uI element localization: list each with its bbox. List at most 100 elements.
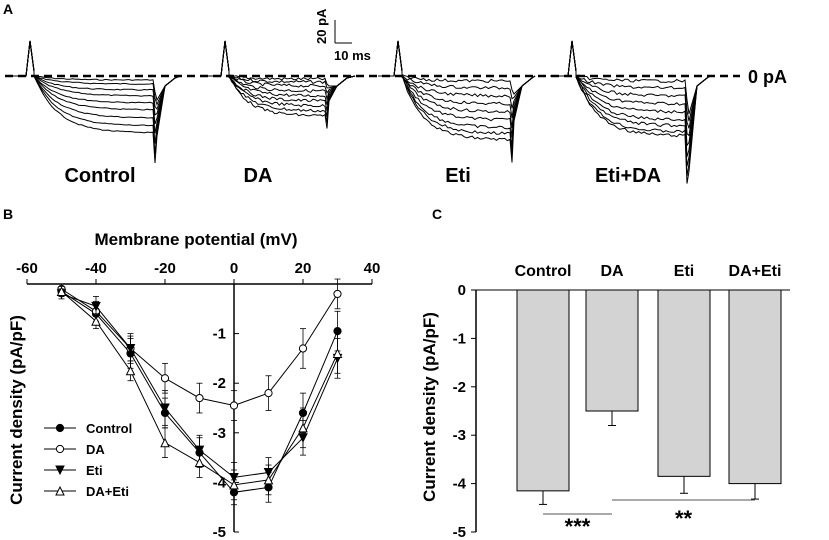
scale-bar: 20 pA 10 ms [314, 8, 371, 63]
bar-da [585, 289, 639, 412]
current-trace [378, 40, 536, 100]
bar-category-label: DA+Eti [729, 263, 782, 280]
significance-label: *** [565, 514, 591, 539]
iv-point [125, 365, 136, 376]
iv-chart: -60 -40 -20 0 20 40 -1 -2 -3 -4 -5 Control DA Eti DA+E… [16, 260, 380, 540]
current-trace [205, 40, 356, 111]
legend-marker [55, 465, 65, 476]
legend-marker [55, 485, 65, 496]
iv-point [160, 374, 170, 383]
iv-x-tick-label: -40 [85, 260, 107, 277]
iv-point [229, 479, 239, 490]
trace-label-eti-da: Eti+DA [595, 165, 661, 187]
iv-y-tick-label: -4 [213, 474, 227, 491]
bar-y-axis-title: Current density (pA/pF) [420, 312, 439, 502]
current-trace [378, 40, 536, 163]
iv-x-tick-label: 0 [230, 260, 238, 277]
current-trace [205, 40, 356, 101]
iv-y-tick-label: -5 [213, 524, 226, 540]
iv-x-tick-label: 40 [364, 260, 381, 277]
panel-b-letter: B [3, 206, 13, 222]
current-trace [5, 40, 181, 116]
iv-point [160, 403, 170, 414]
iv-point [229, 401, 239, 410]
panel-a-letter: A [3, 1, 13, 17]
legend-label: DA [86, 442, 105, 457]
trace-label-da: DA [244, 165, 273, 187]
current-trace [550, 40, 711, 157]
scale-current-label: 20 pA [314, 8, 329, 44]
iv-point [264, 389, 273, 398]
current-traces [5, 40, 711, 184]
current-trace [205, 40, 356, 123]
current-trace [550, 40, 711, 115]
current-trace [5, 40, 181, 102]
iv-point [160, 437, 170, 448]
significance-label: ** [675, 506, 693, 531]
iv-x-tick-label: -60 [16, 260, 38, 277]
iv-y-tick-label: -3 [213, 425, 226, 442]
current-trace [5, 40, 181, 111]
bar-da-eti [728, 289, 782, 485]
iv-y-axis-title: Current density (pA/pF) [7, 315, 26, 505]
bar-y-tick-label: 0 [458, 282, 466, 299]
legend-label: Eti [86, 463, 103, 478]
current-trace [378, 40, 536, 119]
current-trace [205, 40, 356, 89]
current-trace [5, 40, 181, 164]
current-trace [205, 40, 356, 129]
zero-current-label: 0 pA [748, 67, 787, 87]
iv-x-tick-label: -20 [154, 260, 176, 277]
bar-y-tick-label: -1 [453, 330, 466, 347]
current-trace [205, 40, 356, 105]
iv-y-tick-label: -2 [213, 375, 226, 392]
current-trace [5, 40, 181, 154]
bar-eti [657, 289, 711, 477]
iv-point [125, 343, 136, 354]
iv-series-da [57, 278, 342, 421]
current-trace [550, 40, 711, 167]
current-trace [5, 40, 181, 134]
bar-y-tick-label: -4 [453, 476, 467, 493]
trace-label-eti: Eti [445, 165, 471, 187]
current-trace [378, 40, 536, 148]
iv-point [263, 474, 274, 485]
current-trace [205, 40, 356, 117]
iv-point [332, 348, 343, 358]
current-trace [378, 40, 536, 109]
bar-y-tick-label: -3 [453, 427, 466, 444]
bar-category-label: Eti [674, 263, 694, 280]
bar-y-tick-label: -5 [453, 524, 466, 540]
iv-y-tick-label: -1 [213, 326, 226, 343]
current-trace [550, 40, 711, 137]
current-trace [550, 40, 711, 129]
iv-x-tick-label: 20 [295, 260, 312, 277]
iv-point [194, 457, 205, 468]
current-trace [5, 40, 181, 125]
trace-label-control: Control [64, 165, 135, 187]
bar-category-label: Control [515, 263, 572, 280]
iv-point [91, 316, 101, 326]
scale-time-label: 10 ms [334, 48, 371, 63]
legend-label: Control [86, 421, 132, 436]
iv-point [195, 393, 204, 403]
iv-x-axis-title: Membrane potential (mV) [94, 230, 297, 249]
bar-y-tick-label: -2 [453, 379, 466, 396]
iv-point [298, 422, 308, 433]
current-trace [5, 40, 181, 144]
iv-point [56, 286, 67, 296]
current-trace [205, 40, 356, 95]
current-trace [378, 40, 536, 138]
current-trace [378, 40, 536, 95]
current-trace [550, 40, 711, 122]
iv-legend: Control DA Eti DA+Eti [44, 421, 132, 499]
iv-series-da-eti [56, 286, 343, 501]
current-trace [5, 40, 181, 106]
bar-category-label: DA [600, 263, 624, 280]
current-trace [378, 40, 536, 155]
iv-point [333, 289, 342, 299]
current-trace [550, 40, 711, 147]
legend-marker [55, 444, 65, 454]
